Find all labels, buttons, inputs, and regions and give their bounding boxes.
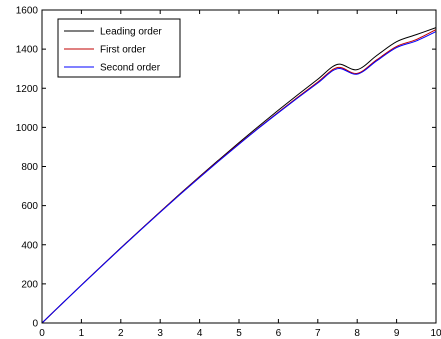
legend-label-3: Second order	[100, 63, 161, 74]
y-tick-label: 1600	[16, 6, 39, 17]
y-tick-label: 0	[32, 319, 38, 330]
legend: Leading order First order Second order	[57, 18, 181, 78]
x-tick-label: 7	[315, 328, 321, 339]
y-tick-label: 600	[21, 201, 38, 212]
legend-label-1: Leading order	[100, 27, 162, 38]
y-tick-label: 400	[21, 240, 38, 251]
series-layer	[41, 27, 437, 324]
y-tick-label: 800	[21, 162, 38, 173]
y-tick-label: 1000	[16, 123, 39, 134]
x-tick-label: 9	[394, 328, 400, 339]
x-tick-label: 8	[354, 328, 360, 339]
x-tick-label: 6	[276, 328, 282, 339]
y-tick-label: 1200	[16, 84, 39, 95]
y-tick-label: 200	[21, 279, 38, 290]
x-tick-label: 2	[118, 328, 124, 339]
legend-label-2: First order	[100, 45, 146, 56]
x-tick-label: 4	[197, 328, 203, 339]
x-tick-label: 1	[79, 328, 85, 339]
y-tick-label: 1400	[16, 45, 39, 56]
axes-layer: 0 1 2 3 4 5 6 7 8 9 10 0 200 400 600 800 1000 1200 1400 160…	[16, 6, 441, 339]
x-tick-label: 3	[157, 328, 163, 339]
x-tick-label: 0	[39, 328, 45, 339]
series-line-3	[41, 31, 437, 324]
x-tick-label: 5	[236, 328, 242, 339]
x-tick-label: 10	[430, 328, 441, 339]
